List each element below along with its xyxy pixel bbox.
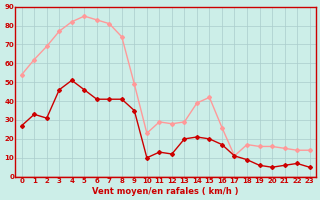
X-axis label: Vent moyen/en rafales ( km/h ): Vent moyen/en rafales ( km/h )	[92, 187, 239, 196]
